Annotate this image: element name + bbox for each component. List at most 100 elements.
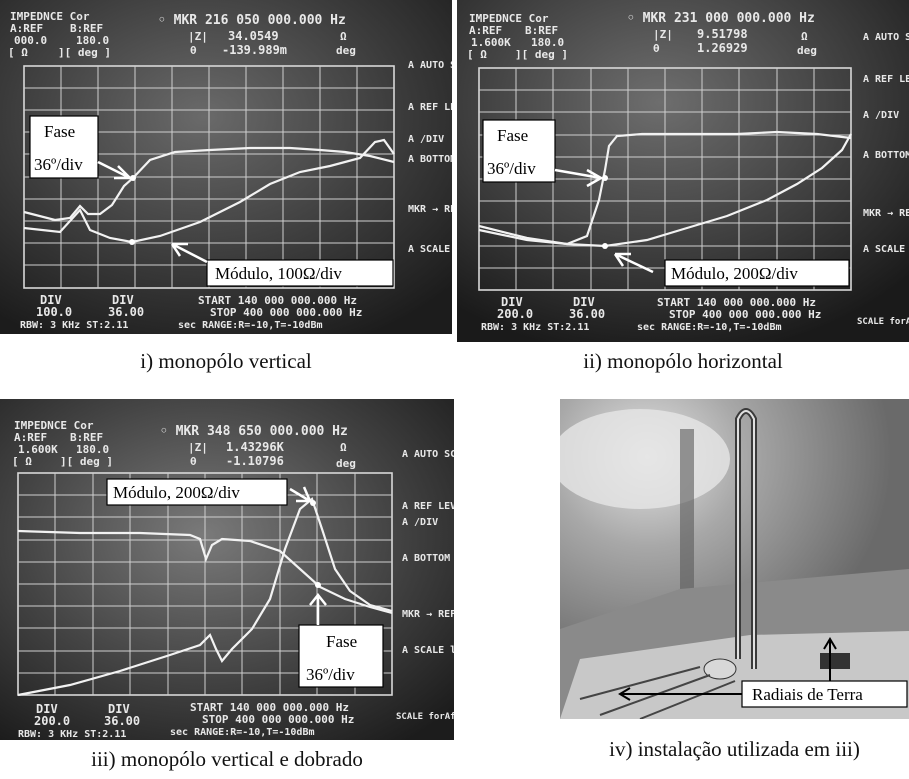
div-a-value: 100.0 bbox=[36, 305, 72, 319]
softkey-6: A SCALE lin log bbox=[408, 243, 452, 255]
softkey-4: A BOTTOM bbox=[863, 150, 909, 161]
softkey-2: A REF LEVEL bbox=[863, 74, 909, 85]
magnitude-callout: Módulo, 100Ω/div bbox=[170, 242, 394, 287]
stop-frequency: STOP 400 000 000.000 Hz bbox=[202, 713, 354, 726]
rbw-label: RBW: 3 KHz ST:2.11 bbox=[481, 322, 589, 333]
rbw-label: RBW: 3 KHz ST:2.11 bbox=[18, 729, 126, 740]
softkey-5: MKR → REF bbox=[863, 208, 909, 219]
ground-radials-label: Radiais de Terra bbox=[752, 685, 863, 704]
phase-marker bbox=[130, 175, 136, 181]
panel-installation-photo: Radiais de Terra bbox=[560, 399, 909, 719]
phase-label: θ bbox=[190, 455, 197, 468]
div-a-value: 200.0 bbox=[34, 714, 70, 728]
phase-callout: Fase 36º/div bbox=[298, 592, 384, 688]
impedance-value: 9.51798 bbox=[697, 27, 748, 41]
ref-b-value: 180.0 bbox=[531, 36, 564, 49]
stop-frequency: STOP 400 000 000.000 Hz bbox=[669, 308, 821, 321]
caption-panel-1: i) monopólo vertical bbox=[140, 349, 312, 373]
impedance-unit: Ω bbox=[340, 441, 347, 454]
analyzer-screen-1: IMPEDNCE Cor A:REF B:REF 000.0 180.0 [ Ω… bbox=[0, 0, 452, 334]
phase-unit: deg bbox=[336, 457, 356, 470]
ref-a-label: A:REF bbox=[14, 431, 47, 444]
ref-a-unit: [ Ω bbox=[8, 46, 28, 59]
ref-a-unit: [ Ω bbox=[467, 48, 487, 61]
phase-callout-title: Fase bbox=[326, 632, 357, 651]
impedance-unit: Ω bbox=[340, 30, 347, 43]
marker-frequency: ◦ MKR 348 650 000.000 Hz bbox=[160, 424, 348, 439]
analyzer-screen-2: IMPEDNCE Cor A:REF B:REF 1.600K 180.0 [ … bbox=[457, 0, 909, 342]
phase-unit: deg bbox=[797, 44, 817, 57]
impedance-label: |Z| bbox=[653, 28, 673, 41]
magnitude-marker bbox=[602, 243, 608, 249]
ref-a-value: 000.0 bbox=[14, 34, 47, 47]
wall-shadow bbox=[680, 429, 694, 609]
phase-label: θ bbox=[653, 42, 660, 55]
ground-radials-callout: Radiais de Terra bbox=[618, 637, 908, 708]
panel-monopole-vertical: IMPEDNCE Cor A:REF B:REF 000.0 180.0 [ Ω… bbox=[0, 0, 452, 334]
connector bbox=[703, 658, 737, 680]
div-a-label: DIV bbox=[36, 702, 58, 716]
range-label: sec RANGE:R=-10,T=-10dBm bbox=[637, 322, 782, 333]
range-label: sec RANGE:R=-10,T=-10dBm bbox=[170, 727, 315, 738]
softkey-3: A /DIV bbox=[402, 517, 438, 528]
phase-callout-division: 36º/div bbox=[34, 155, 83, 174]
plot-grid bbox=[17, 472, 393, 696]
range-label: sec RANGE:R=-10,T=-10dBm bbox=[178, 320, 323, 331]
impedance-unit: Ω bbox=[801, 30, 808, 43]
phase-callout-division: 36º/div bbox=[306, 665, 355, 684]
phase-callout-title: Fase bbox=[497, 126, 528, 145]
phase-trace bbox=[17, 529, 393, 615]
phase-callout: Fase 36º/div bbox=[29, 115, 134, 180]
div-a-label: DIV bbox=[40, 293, 62, 307]
softkey-7: SCALE forAforB bbox=[396, 712, 454, 722]
softkey-6: A SCALE lin log bbox=[863, 243, 909, 255]
phase-callout-title: Fase bbox=[44, 122, 75, 141]
phase-value: -1.10796 bbox=[226, 454, 284, 468]
phase-trace bbox=[23, 146, 395, 222]
ref-b-unit: ][ deg ] bbox=[58, 46, 111, 59]
softkey-3: A /DIV bbox=[408, 134, 444, 145]
softkey-4: A BOTTOM bbox=[402, 553, 450, 564]
div-b-value: 36.00 bbox=[104, 714, 140, 728]
mode-label: IMPEDNCE Cor bbox=[10, 10, 90, 23]
ref-b-label: B:REF bbox=[70, 431, 103, 444]
softkey-2: A REF LEVEL bbox=[402, 501, 454, 512]
phase-marker bbox=[315, 582, 321, 588]
ref-b-label: B:REF bbox=[525, 24, 558, 37]
softkey-4: A BOTTOM bbox=[408, 154, 452, 165]
phase-callout-division: 36º/div bbox=[487, 159, 536, 178]
ref-a-value: 1.600K bbox=[471, 36, 511, 49]
div-a-label: DIV bbox=[501, 295, 523, 309]
caption-panel-4: iv) instalação utilizada em iii) bbox=[609, 737, 860, 761]
phase-callout: Fase 36º/div bbox=[482, 119, 604, 188]
installation-photo: Radiais de Terra bbox=[560, 399, 909, 719]
softkey-1: A AUTO SCALE bbox=[402, 449, 454, 460]
impedance-label: |Z| bbox=[188, 30, 208, 43]
rbw-label: RBW: 3 KHz ST:2.11 bbox=[20, 320, 128, 331]
phase-value: 1.26929 bbox=[697, 41, 748, 55]
magnitude-marker bbox=[129, 239, 135, 245]
panel-monopole-horizontal: IMPEDNCE Cor A:REF B:REF 1.600K 180.0 [ … bbox=[457, 0, 909, 342]
div-b-label: DIV bbox=[112, 293, 134, 307]
ref-a-unit: [ Ω bbox=[12, 455, 32, 468]
phase-unit: deg bbox=[336, 44, 356, 57]
mode-label: IMPEDNCE Cor bbox=[14, 419, 94, 432]
div-b-value: 36.00 bbox=[108, 305, 144, 319]
ref-a-value: 1.600K bbox=[18, 443, 58, 456]
magnitude-callout-label: Módulo, 200Ω/div bbox=[113, 483, 240, 502]
ref-b-unit: ][ deg ] bbox=[60, 455, 113, 468]
caption-panel-3: iii) monopólo vertical e dobrado bbox=[91, 747, 363, 771]
magnitude-trace bbox=[478, 133, 852, 248]
div-a-value: 200.0 bbox=[497, 307, 533, 321]
magnitude-callout: Módulo, 200Ω/div bbox=[613, 252, 850, 287]
start-frequency: START 140 000 000.000 Hz bbox=[198, 294, 357, 307]
div-b-value: 36.00 bbox=[569, 307, 605, 321]
stop-frequency: STOP 400 000 000.000 Hz bbox=[210, 306, 362, 319]
marker-frequency: ◦ MKR 216 050 000.000 Hz bbox=[158, 13, 346, 28]
phase-value: -139.989m bbox=[222, 43, 287, 57]
ref-a-label: A:REF bbox=[10, 22, 43, 35]
softkey-2: A REF LEVEL bbox=[408, 102, 452, 113]
impedance-label: |Z| bbox=[188, 441, 208, 454]
ref-b-unit: ][ deg ] bbox=[515, 48, 568, 61]
phase-marker bbox=[602, 175, 608, 181]
